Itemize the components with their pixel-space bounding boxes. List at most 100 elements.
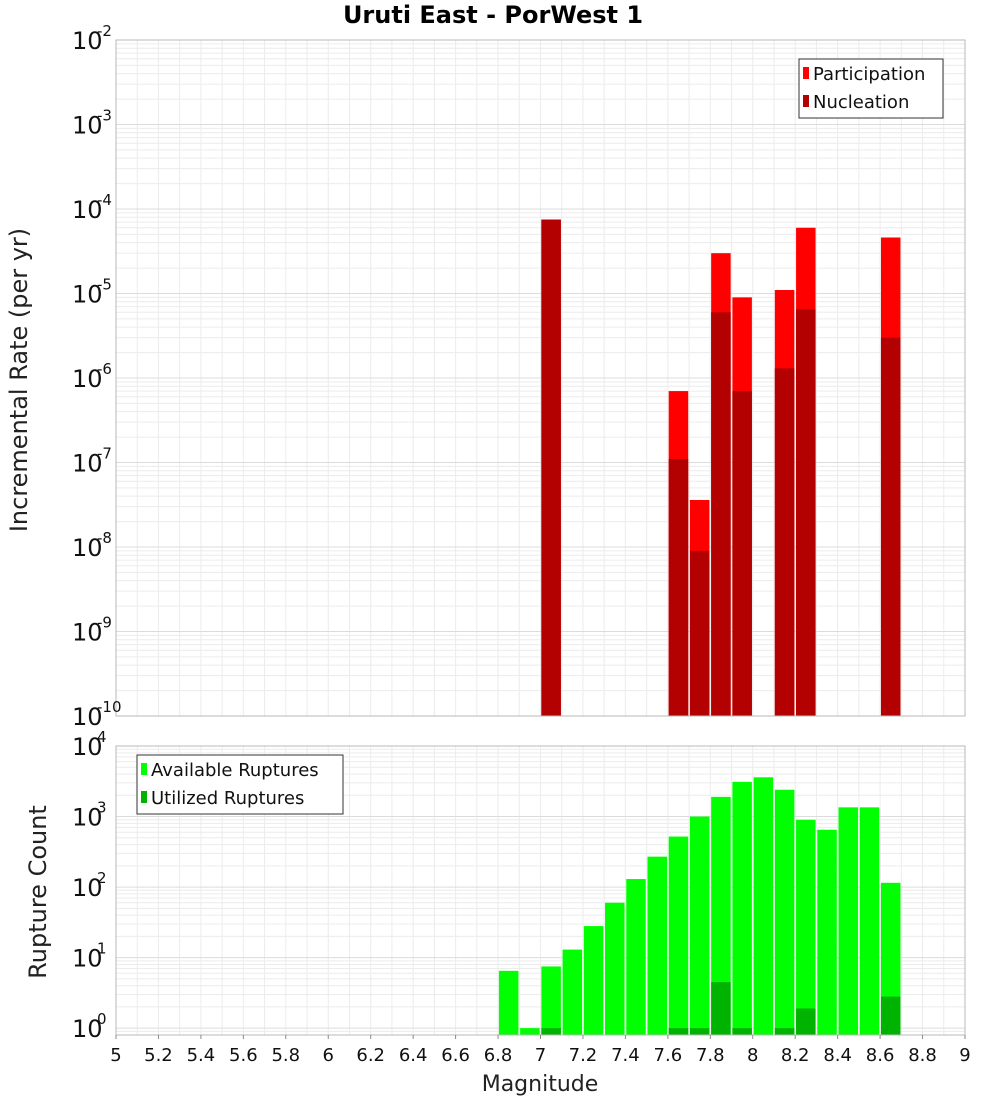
available-ruptures-bar [859, 807, 880, 1035]
available-ruptures-bar [647, 856, 667, 1035]
x-tick-label: 7.4 [611, 1045, 640, 1066]
nucleation-bar [732, 391, 752, 716]
legend-box [798, 58, 944, 119]
x-tick-label: 6.6 [441, 1045, 470, 1066]
x-tick-label: 7.8 [696, 1045, 725, 1066]
utilized-ruptures-bar [880, 996, 901, 1035]
y-tick-label: 10 [72, 281, 103, 309]
y-tick-label: 10 [72, 874, 103, 902]
y-tick-exponent: -8 [97, 529, 112, 547]
y-tick-exponent: -3 [97, 107, 112, 125]
y-tick-exponent: 2 [97, 869, 107, 887]
x-tick-label: 7.2 [569, 1045, 598, 1066]
top-plot-area: 10-1010-910-810-710-610-510-410-310-2Par… [72, 22, 966, 731]
y-tick-exponent: 0 [97, 1010, 107, 1028]
y-tick-exponent: -4 [97, 191, 112, 209]
x-tick-label: 8.2 [781, 1045, 810, 1066]
y-tick-exponent: 1 [97, 940, 107, 958]
y-tick-label: 10 [72, 1015, 103, 1043]
y-tick-label: 10 [72, 196, 103, 224]
available-ruptures-bar [668, 836, 689, 1035]
y-tick-exponent: -2 [97, 22, 112, 40]
x-axis-label: Magnitude [482, 1072, 599, 1097]
y-tick-label: 10 [72, 703, 103, 731]
utilized-ruptures-bar [711, 982, 731, 1035]
utilized-ruptures-bar [774, 1028, 795, 1035]
y-tick-exponent: -7 [97, 445, 112, 463]
x-tick-label: 6.2 [356, 1045, 385, 1066]
y-tick-exponent: -5 [97, 276, 112, 294]
y-tick-label: 10 [72, 619, 103, 647]
available-ruptures-bar [774, 789, 795, 1035]
x-tick-label: 8.4 [823, 1045, 852, 1066]
legend-label: Utilized Ruptures [151, 788, 304, 809]
available-ruptures-bar [796, 819, 816, 1035]
nucleation-bar [774, 368, 795, 716]
legend-swatch [141, 791, 147, 803]
x-tick-label: 8.6 [866, 1045, 895, 1066]
y-tick-exponent: 4 [97, 728, 107, 746]
x-tick-label: 8.8 [908, 1045, 937, 1066]
y-tick-label: 10 [72, 27, 103, 55]
legend-label: Available Ruptures [151, 760, 319, 781]
legend-box [136, 754, 344, 815]
x-tick-label: 6 [323, 1045, 334, 1066]
y-tick-label: 10 [72, 112, 103, 140]
bottom-y-axis-label: Rupture Count [24, 805, 52, 979]
x-tick-label: 5.6 [229, 1045, 258, 1066]
utilized-ruptures-bar [541, 1028, 561, 1035]
available-ruptures-bar [711, 796, 731, 1035]
available-ruptures-bar [838, 807, 859, 1035]
available-ruptures-bar [753, 777, 774, 1035]
y-tick-label: 10 [72, 365, 103, 393]
available-ruptures-bar [541, 966, 561, 1035]
y-tick-label: 10 [72, 804, 103, 832]
available-ruptures-bar [562, 949, 583, 1035]
nucleation-bar [668, 459, 689, 716]
y-tick-label: 10 [72, 534, 103, 562]
legend-label: Nucleation [813, 92, 909, 113]
x-tick-label: 8 [747, 1045, 758, 1066]
nucleation-bar [796, 309, 816, 716]
legend-swatch [141, 763, 147, 775]
top-y-axis-label: Incremental Rate (per yr) [5, 228, 33, 532]
y-tick-exponent: 3 [97, 799, 107, 817]
available-ruptures-bar [817, 829, 837, 1035]
nucleation-bar [689, 550, 710, 716]
utilized-ruptures-bar [689, 1028, 710, 1035]
available-ruptures-bar [498, 970, 519, 1035]
x-tick-label: 5 [110, 1045, 121, 1066]
x-tick-label: 7 [535, 1045, 546, 1066]
available-ruptures-bar [583, 926, 604, 1035]
available-ruptures-bar [732, 781, 752, 1035]
x-tick-label: 5.2 [144, 1045, 173, 1066]
y-tick-label: 10 [72, 945, 103, 973]
available-ruptures-bar [689, 816, 710, 1035]
legend-swatch [803, 95, 809, 107]
utilized-ruptures-bar [732, 1028, 752, 1035]
x-tick-label: 5.8 [271, 1045, 300, 1066]
available-ruptures-bar [626, 879, 646, 1035]
x-tick-label: 6.8 [484, 1045, 513, 1066]
y-tick-exponent: -6 [97, 360, 112, 378]
nucleation-bar [880, 337, 901, 716]
x-tick-label: 9 [959, 1045, 970, 1066]
y-tick-label: 10 [72, 733, 103, 761]
utilized-ruptures-bar [668, 1028, 689, 1035]
y-tick-exponent: -9 [97, 614, 112, 632]
utilized-ruptures-bar [796, 1008, 816, 1035]
chart-title: Uruti East - PorWest 1 [343, 1, 643, 29]
legend-label: Participation [813, 64, 925, 85]
x-tick-label: 6.4 [399, 1045, 428, 1066]
legend-swatch [803, 67, 809, 79]
plot-frame [115, 39, 966, 717]
y-tick-exponent: -10 [97, 698, 122, 716]
available-ruptures-bar [520, 1028, 540, 1035]
y-tick-label: 10 [72, 450, 103, 478]
x-tick-label: 5.4 [187, 1045, 216, 1066]
available-ruptures-bar [605, 902, 625, 1035]
x-tick-label: 7.6 [654, 1045, 683, 1066]
nucleation-bar [711, 312, 731, 716]
